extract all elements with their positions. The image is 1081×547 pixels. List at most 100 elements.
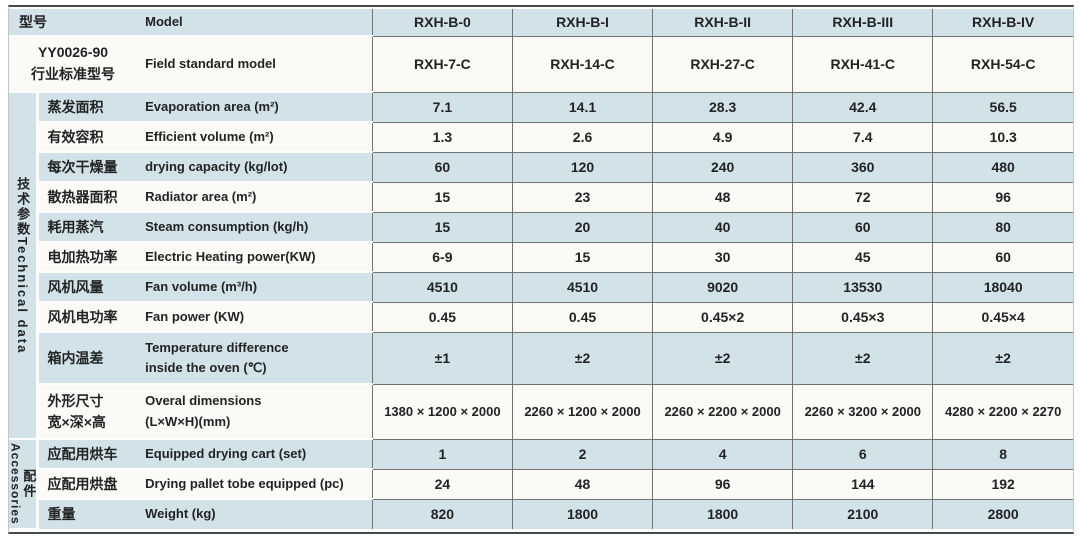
label-en-line: Radiator area (m²) [145, 188, 257, 204]
spec-value-cell: 13530 [792, 271, 934, 303]
label-en-line: Fan volume (m³/h) [145, 278, 258, 294]
spec-value-cell: 9020 [652, 271, 794, 303]
spec-value-cell: 2260 × 2200 × 2000 [652, 383, 794, 440]
label-cn-line: 电加热功率 [47, 248, 118, 265]
model-name-cell: RXH-B-III [792, 9, 934, 37]
spec-value-cell: 10.3 [932, 121, 1073, 153]
spec-value-cell: 240 [652, 151, 794, 183]
spec-row-overall-dimensions: 外形尺寸 宽×深×高 Overal dimensions (L×W×H)(mm) 138… [9, 383, 1073, 440]
label-en-line: Weight (kg) [145, 506, 216, 522]
spec-row-radiator-area: 散热器面积 Radiator area (m²) 15 23 48 72 96 [9, 181, 1073, 213]
label-en-line: Drying pallet tobe equipped (pc) [145, 475, 344, 491]
spec-row-label-en: Drying pallet tobe equipped (pc) [137, 469, 373, 500]
model-label-cn: 型号 [9, 9, 138, 37]
spec-value-cell: 60 [792, 211, 934, 243]
spec-value-cell: 1800 [652, 498, 794, 529]
spec-value-cell: 4 [652, 438, 794, 470]
vertical-label-wrap: Accessories 配件 [9, 443, 37, 525]
spec-value-cell: 40 [652, 211, 794, 243]
spec-value-cell: 2260 × 1200 × 2000 [511, 383, 654, 440]
spec-row-label-en: Overal dimensions (L×W×H)(mm) [137, 384, 373, 440]
label-en-line: Steam consumption (kg/h) [145, 218, 309, 234]
vertical-label-text: 技术参数Technical data [15, 176, 31, 355]
label-en-line: Temperature difference [145, 339, 289, 355]
spec-row-label-en: Weight (kg) [137, 499, 373, 529]
spec-row-temperature-difference: 箱内温差 Temperature difference inside the ove… [9, 331, 1073, 385]
standard-model-cell: RXH-14-C [511, 35, 654, 93]
label-cn-line: 应配用烘车 [47, 445, 118, 462]
spec-row-label-en: Equipped drying cart (set) [137, 439, 373, 470]
label-cn-line: 风机电功率 [47, 308, 118, 325]
standard-model-cell: RXH-7-C [371, 35, 513, 93]
spec-value-cell: 0.45×2 [652, 301, 794, 333]
label-en-line: drying capacity (kg/lot) [145, 158, 288, 174]
spec-row-label-cn: 箱内温差 [37, 332, 138, 385]
spec-value-cell: 1 [371, 438, 513, 470]
spec-value-cell: 42.4 [792, 91, 934, 123]
spec-row-label-cn: 耗用蒸汽 [37, 212, 138, 243]
spec-value-cell: 480 [932, 151, 1073, 183]
spec-row-label-en: Evaporation area (m²) [137, 92, 373, 123]
label-en-line: Electric Heating power(KW) [145, 248, 316, 264]
label-cn-line: 风机风量 [47, 278, 104, 295]
accessories-vertical-label: Accessories 配件 [9, 438, 39, 530]
spec-row-label-cn: 蒸发面积 [37, 92, 138, 123]
spec-value-cell: ±2 [652, 331, 794, 385]
spec-value-cell: 60 [932, 241, 1073, 273]
spec-value-cell: 24 [371, 468, 513, 500]
spec-row-label-cn: 每次干燥量 [37, 152, 138, 183]
spec-row-drying-cart: Accessories 配件 应配用烘车 Equipped drying cart (… [9, 438, 1073, 530]
spec-row-label-en: Fan volume (m³/h) [137, 272, 373, 303]
spec-value-cell: 28.3 [652, 91, 794, 123]
standard-label-line2: 行业标准型号 [31, 66, 116, 82]
model-row: 型号 Model RXH-B-0 RXH-B-I RXH-B-II RXH-B-… [9, 9, 1073, 37]
model-name-cell: RXH-B-II [652, 9, 794, 37]
spec-row-drying-capacity: 每次干燥量 drying capacity (kg/lot) 60 120 240 360… [9, 151, 1073, 183]
spec-value-cell: 15 [511, 241, 654, 273]
vertical-label-text-cn: 配件 [21, 469, 37, 499]
spec-row-label-cn: 风机电功率 [37, 302, 138, 333]
label-cn-line: 重量 [47, 506, 76, 522]
spec-value-cell: 72 [792, 181, 934, 213]
spec-row-label-cn: 应配用烘盘 [37, 469, 138, 500]
spec-value-cell: 1800 [511, 498, 654, 529]
spec-row-weight: 重量 Weight (kg) 820 1800 1800 2100 2800 [9, 498, 1073, 529]
spec-value-cell: 2 [511, 438, 654, 470]
spec-row-label-cn: 外形尺寸宽×深×高 [37, 384, 138, 440]
spec-row-label-cn: 有效容积 [37, 122, 138, 153]
standard-model-cell: RXH-41-C [792, 35, 934, 93]
spec-value-cell: 60 [371, 151, 513, 183]
standard-model-row: YY0026-90 行业标准型号 Field standard model RX… [9, 35, 1073, 93]
spec-row-label-cn: 风机风量 [37, 272, 138, 303]
spec-row-fan-power: 风机电功率 Fan power (KW) 0.45 0.45 0.45×2 0.45×3 0… [9, 301, 1073, 333]
spec-value-cell: 6 [792, 438, 934, 470]
spec-value-cell: 45 [792, 241, 934, 273]
spec-row-label-cn: 散热器面积 [37, 182, 138, 213]
spec-value-cell: ±1 [371, 331, 513, 385]
spec-row-drying-pallet: 应配用烘盘 Drying pallet tobe equipped (pc) 24 4… [9, 468, 1073, 500]
spec-value-cell: 96 [932, 181, 1073, 213]
model-name-cell: RXH-B-I [511, 9, 654, 37]
standard-label-line1: YY0026-90 [38, 44, 109, 61]
spec-value-cell: 20 [511, 211, 654, 243]
standard-model-cell: RXH-27-C [652, 35, 794, 93]
model-name-cell: RXH-B-0 [371, 9, 513, 37]
spec-row-label-en: Temperature difference inside the oven (℃… [137, 332, 373, 385]
label-en-line: (L×W×H)(mm) [145, 413, 231, 429]
spec-value-cell: 2800 [932, 498, 1073, 529]
label-cn-line: 宽×深×高 [47, 413, 106, 430]
spec-value-cell: 18040 [932, 271, 1073, 303]
label-en-line: Evaporation area (m²) [145, 98, 279, 114]
technical-data-vertical-label: 技术参数Technical data [9, 91, 39, 440]
spec-value-cell: 0.45×3 [792, 301, 934, 333]
spec-value-cell: 1.3 [371, 121, 513, 153]
spec-row-fan-volume: 风机风量 Fan volume (m³/h) 4510 4510 9020 13530 18… [9, 271, 1073, 303]
spec-value-cell: ±2 [932, 331, 1073, 385]
label-cn-line: 每次干燥量 [47, 158, 118, 175]
label-en-line: inside the oven (℃) [145, 360, 267, 375]
label-en-line: Overal dimensions [145, 393, 262, 409]
label-cn-line: 外形尺寸 [47, 392, 104, 409]
spec-row-electric-heating-power: 电加热功率 Electric Heating power(KW) 6-9 15 30 45… [9, 241, 1073, 273]
spec-row-steam-consumption: 耗用蒸汽 Steam consumption (kg/h) 15 20 40 60 80 [9, 211, 1073, 243]
spec-row-label-en: Steam consumption (kg/h) [137, 212, 373, 243]
